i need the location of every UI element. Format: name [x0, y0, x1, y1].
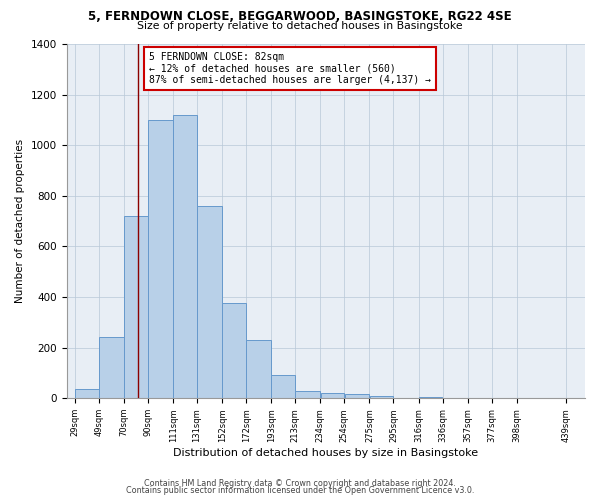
Text: Contains public sector information licensed under the Open Government Licence v3: Contains public sector information licen… [126, 486, 474, 495]
Bar [247, 340, 271, 398]
Text: 5, FERNDOWN CLOSE, BEGGARWOOD, BASINGSTOKE, RG22 4SE: 5, FERNDOWN CLOSE, BEGGARWOOD, BASINGSTO… [88, 10, 512, 23]
Text: Contains HM Land Registry data © Crown copyright and database right 2024.: Contains HM Land Registry data © Crown c… [144, 478, 456, 488]
Bar [99, 338, 124, 398]
Bar [124, 216, 148, 398]
Bar [320, 393, 344, 398]
X-axis label: Distribution of detached houses by size in Basingstoke: Distribution of detached houses by size … [173, 448, 478, 458]
Bar [173, 115, 197, 398]
Text: 5 FERNDOWN CLOSE: 82sqm
← 12% of detached houses are smaller (560)
87% of semi-d: 5 FERNDOWN CLOSE: 82sqm ← 12% of detache… [149, 52, 431, 85]
Y-axis label: Number of detached properties: Number of detached properties [15, 139, 25, 303]
Bar [148, 120, 173, 398]
Bar [75, 390, 98, 398]
Bar [271, 376, 295, 398]
Bar [419, 397, 442, 398]
Bar [295, 390, 320, 398]
Text: Size of property relative to detached houses in Basingstoke: Size of property relative to detached ho… [137, 21, 463, 31]
Bar [370, 396, 393, 398]
Bar [197, 206, 222, 398]
Bar [344, 394, 369, 398]
Bar [223, 304, 246, 398]
